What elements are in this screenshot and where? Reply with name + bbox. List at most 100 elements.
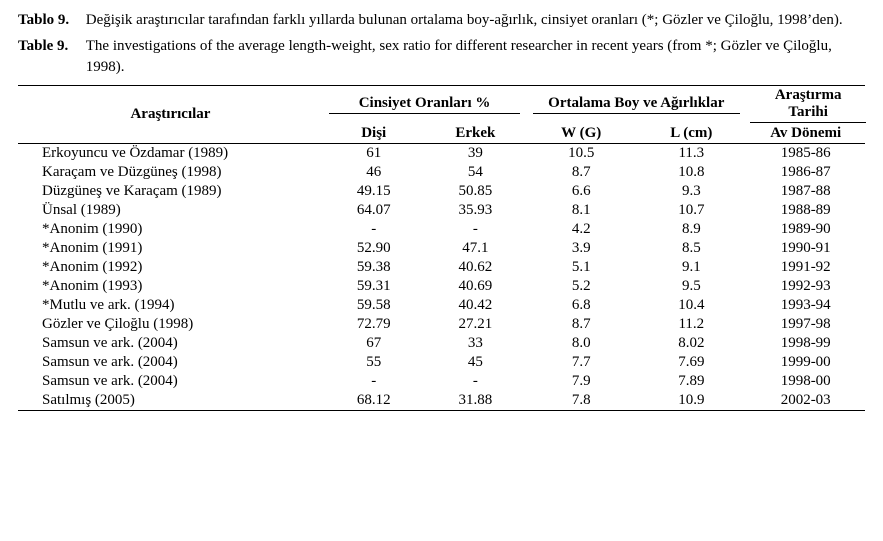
- cell-date: 1993-94: [746, 296, 865, 315]
- cell-female: 64.07: [323, 201, 425, 220]
- cell-male: 40.69: [425, 277, 527, 296]
- cell-length: 9.3: [636, 182, 746, 201]
- cell-weight: 3.9: [526, 239, 636, 258]
- cell-length: 8.02: [636, 334, 746, 353]
- header-row-1: Araştırıcılar Cinsiyet Oranları % Ortala…: [18, 85, 865, 124]
- table-row: *Anonim (1992)59.3840.625.19.11991-92: [18, 258, 865, 277]
- cell-length: 8.5: [636, 239, 746, 258]
- th-researchers: Araştırıcılar: [18, 85, 323, 143]
- cell-researcher: Karaçam ve Düzgüneş (1998): [18, 163, 323, 182]
- cell-male: 39: [425, 143, 527, 163]
- cell-female: 49.15: [323, 182, 425, 201]
- table-row: Ünsal (1989)64.0735.938.110.71988-89: [18, 201, 865, 220]
- cell-date: 1999-00: [746, 353, 865, 372]
- cell-date: 1997-98: [746, 315, 865, 334]
- cell-male: 47.1: [425, 239, 527, 258]
- cell-weight: 6.8: [526, 296, 636, 315]
- caption-text-tr: Değişik araştırıcılar tarafından farklı …: [86, 10, 863, 30]
- cell-researcher: Samsun ve ark. (2004): [18, 353, 323, 372]
- th-sex-ratio-group: Cinsiyet Oranları %: [323, 85, 526, 124]
- cell-weight: 5.1: [526, 258, 636, 277]
- th-date-group: Araştırma Tarihi: [746, 85, 865, 124]
- cell-weight: 7.8: [526, 391, 636, 411]
- th-sex-ratio-label: Cinsiyet Oranları %: [329, 95, 521, 114]
- data-table: Araştırıcılar Cinsiyet Oranları % Ortala…: [18, 85, 865, 411]
- table-row: Samsun ve ark. (2004)55457.77.691999-00: [18, 353, 865, 372]
- cell-male: 31.88: [425, 391, 527, 411]
- cell-male: 40.62: [425, 258, 527, 277]
- cell-researcher: *Anonim (1990): [18, 220, 323, 239]
- cell-male: -: [425, 372, 527, 391]
- cell-female: 52.90: [323, 239, 425, 258]
- cell-weight: 10.5: [526, 143, 636, 163]
- cell-researcher: *Anonim (1991): [18, 239, 323, 258]
- th-length: L (cm): [636, 124, 746, 144]
- th-avg-label: Ortalama Boy ve Ağırlıklar: [533, 95, 740, 114]
- table-row: Gözler ve Çiloğlu (1998)72.7927.218.711.…: [18, 315, 865, 334]
- cell-date: 1987-88: [746, 182, 865, 201]
- th-female: Dişi: [323, 124, 425, 144]
- cell-researcher: Gözler ve Çiloğlu (1998): [18, 315, 323, 334]
- cell-female: 59.58: [323, 296, 425, 315]
- cell-male: 33: [425, 334, 527, 353]
- cell-researcher: Samsun ve ark. (2004): [18, 372, 323, 391]
- cell-weight: 4.2: [526, 220, 636, 239]
- table-body: Erkoyuncu ve Özdamar (1989)613910.511.31…: [18, 143, 865, 410]
- cell-female: 59.38: [323, 258, 425, 277]
- cell-weight: 8.7: [526, 315, 636, 334]
- cell-date: 1991-92: [746, 258, 865, 277]
- cell-male: 45: [425, 353, 527, 372]
- cell-date: 1986-87: [746, 163, 865, 182]
- table-row: *Anonim (1990)--4.28.91989-90: [18, 220, 865, 239]
- cell-male: 40.42: [425, 296, 527, 315]
- cell-researcher: Samsun ve ark. (2004): [18, 334, 323, 353]
- th-avg-group: Ortalama Boy ve Ağırlıklar: [526, 85, 746, 124]
- cell-female: -: [323, 372, 425, 391]
- table-row: Satılmış (2005)68.1231.887.810.92002-03: [18, 391, 865, 411]
- cell-date: 1989-90: [746, 220, 865, 239]
- cell-researcher: *Anonim (1993): [18, 277, 323, 296]
- table-row: Düzgüneş ve Karaçam (1989)49.1550.856.69…: [18, 182, 865, 201]
- th-weight: W (G): [526, 124, 636, 144]
- cell-female: -: [323, 220, 425, 239]
- cell-date: 1998-00: [746, 372, 865, 391]
- cell-female: 55: [323, 353, 425, 372]
- caption-turkish: Tablo 9. Değişik araştırıcılar tarafında…: [18, 10, 865, 30]
- cell-female: 61: [323, 143, 425, 163]
- cell-length: 9.1: [636, 258, 746, 277]
- table-row: *Anonim (1993)59.3140.695.29.51992-93: [18, 277, 865, 296]
- cell-researcher: Erkoyuncu ve Özdamar (1989): [18, 143, 323, 163]
- cell-weight: 8.1: [526, 201, 636, 220]
- table-row: Samsun ve ark. (2004)--7.97.891998-00: [18, 372, 865, 391]
- cell-date: 1992-93: [746, 277, 865, 296]
- cell-female: 59.31: [323, 277, 425, 296]
- cell-researcher: *Anonim (1992): [18, 258, 323, 277]
- cell-length: 7.69: [636, 353, 746, 372]
- cell-researcher: Düzgüneş ve Karaçam (1989): [18, 182, 323, 201]
- cell-female: 68.12: [323, 391, 425, 411]
- cell-length: 10.8: [636, 163, 746, 182]
- table-row: *Anonim (1991)52.9047.13.98.51990-91: [18, 239, 865, 258]
- cell-female: 72.79: [323, 315, 425, 334]
- cell-date: 1990-91: [746, 239, 865, 258]
- cell-weight: 7.7: [526, 353, 636, 372]
- table-head: Araştırıcılar Cinsiyet Oranları % Ortala…: [18, 85, 865, 143]
- cell-researcher: Satılmış (2005): [18, 391, 323, 411]
- table-row: *Mutlu ve ark. (1994)59.5840.426.810.419…: [18, 296, 865, 315]
- cell-weight: 8.7: [526, 163, 636, 182]
- cell-researcher: Ünsal (1989): [18, 201, 323, 220]
- cell-male: 27.21: [425, 315, 527, 334]
- cell-length: 11.2: [636, 315, 746, 334]
- caption-label-en: Table 9.: [18, 36, 82, 56]
- cell-length: 11.3: [636, 143, 746, 163]
- cell-weight: 7.9: [526, 372, 636, 391]
- caption-label-tr: Tablo 9.: [18, 10, 82, 30]
- cell-length: 8.9: [636, 220, 746, 239]
- th-season: Av Dönemi: [746, 124, 865, 144]
- table-row: Samsun ve ark. (2004)67338.08.021998-99: [18, 334, 865, 353]
- cell-female: 46: [323, 163, 425, 182]
- cell-date: 1985-86: [746, 143, 865, 163]
- cell-male: 50.85: [425, 182, 527, 201]
- cell-date: 1998-99: [746, 334, 865, 353]
- cell-female: 67: [323, 334, 425, 353]
